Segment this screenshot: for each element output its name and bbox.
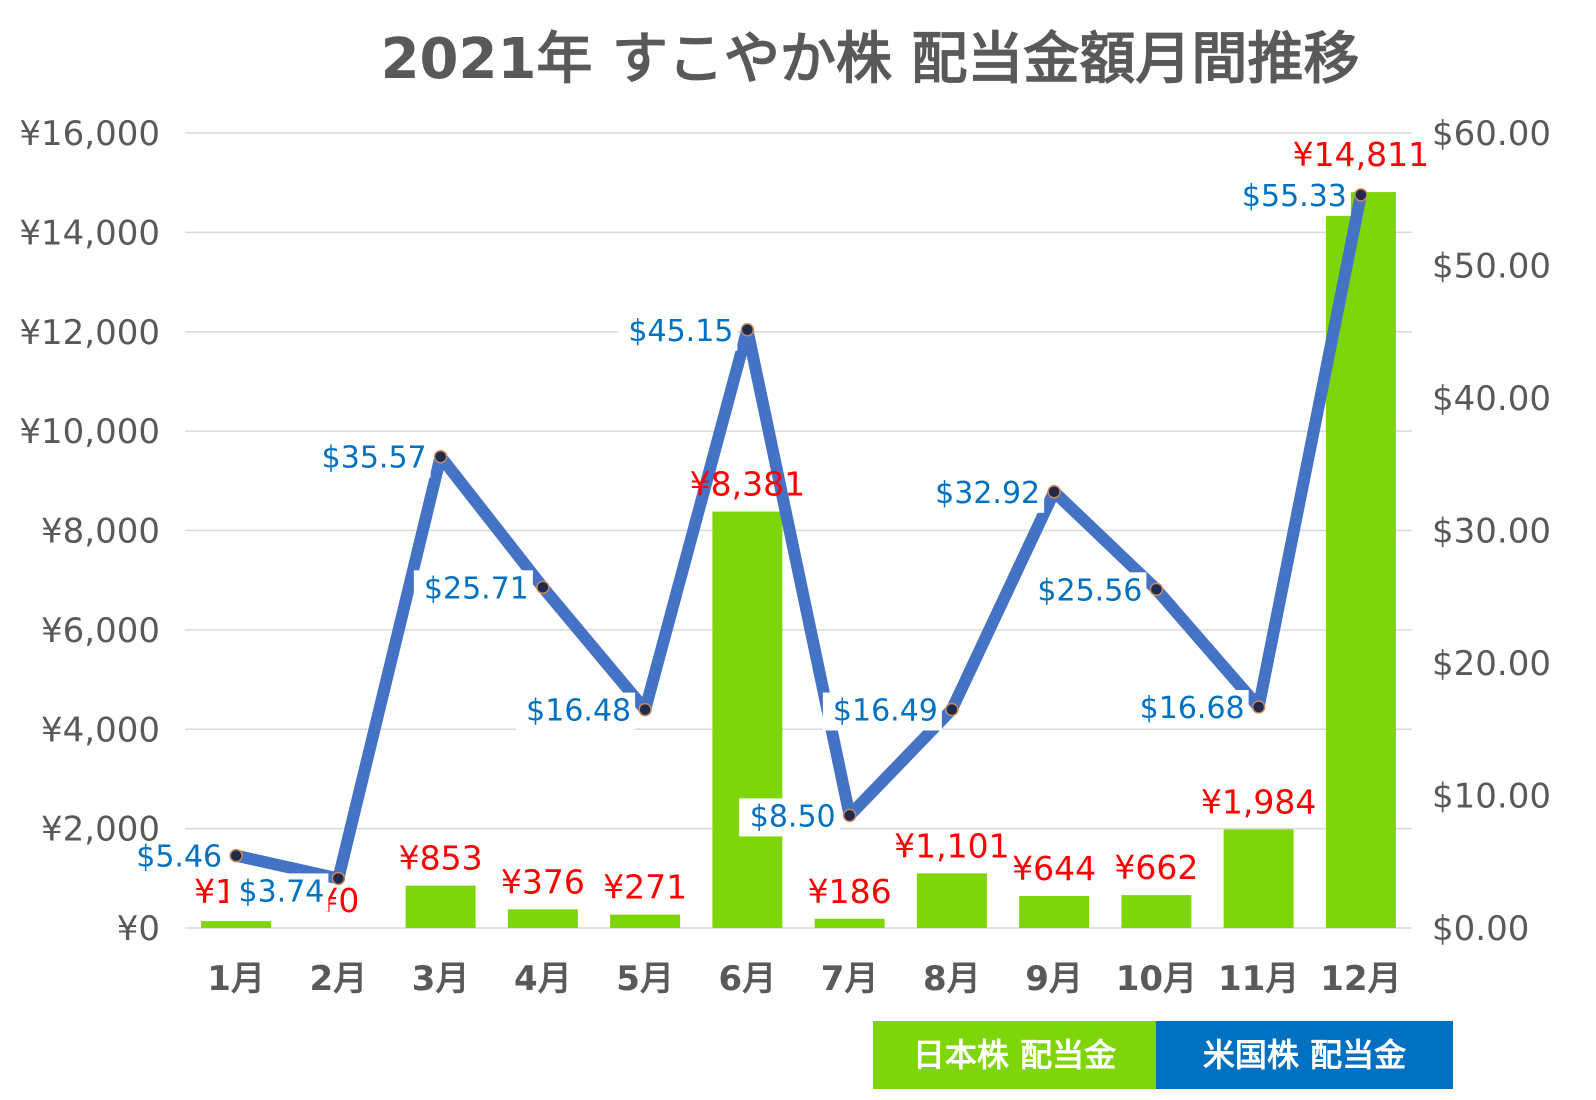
y-left-tick-label: ¥8,000: [41, 512, 160, 552]
x-tick-label: 5月: [616, 959, 674, 999]
x-tick-label: 6月: [719, 959, 777, 999]
usd-label-bg: [413, 570, 533, 609]
usd-data-label: $35.57: [322, 441, 427, 476]
x-tick-label: 4月: [514, 959, 572, 999]
data-labels: ¥139¥0¥853¥376¥271¥8,381¥186¥1,101¥644¥6…: [125, 135, 1429, 920]
usd-label-bg: [125, 838, 227, 877]
us-dividend-line: [230, 188, 1367, 885]
y-right-tick-label: $60.00: [1432, 114, 1551, 154]
x-tick-label: 12月: [1320, 959, 1401, 999]
usd-label-bg: [1231, 177, 1351, 216]
y-left-tick-label: ¥12,000: [19, 313, 160, 353]
y-left-tick-label: ¥14,000: [19, 213, 160, 253]
line-point-9月: [1047, 485, 1061, 499]
legend: 日本株 配当金 米国株 配当金: [873, 1021, 1453, 1089]
legend-swatch-2: [1156, 1021, 1453, 1089]
yen-data-label: ¥853: [399, 839, 483, 878]
usd-data-label: $16.49: [833, 694, 938, 729]
y-left-tick-label: ¥2,000: [41, 810, 160, 850]
y-left-tick-label: ¥6,000: [41, 611, 160, 651]
line-point-7月: [842, 808, 857, 823]
usd-data-label: $5.46: [136, 840, 222, 875]
legend-label-1: 日本株 配当金: [913, 1036, 1117, 1074]
y-right-tick-label: $10.00: [1432, 777, 1551, 817]
x-tick-label: 9月: [1025, 959, 1083, 999]
usd-label-bg: [618, 312, 738, 351]
y-right-tick-label: $50.00: [1432, 247, 1551, 287]
y-left-tick-label: ¥10,000: [19, 412, 160, 452]
yen-data-label: ¥14,811: [1293, 135, 1429, 174]
usd-data-label: $55.33: [1242, 179, 1347, 214]
line-point-11月: [1251, 700, 1266, 714]
yen-data-label: ¥271: [603, 868, 687, 907]
bar-8月: [916, 873, 987, 928]
line-point-5月: [638, 702, 652, 717]
y-right-tick-label: $40.00: [1432, 379, 1551, 419]
usd-label-bg: [227, 873, 329, 912]
chart-title: 2021年 すこやか株 配当金額月間推移: [381, 27, 1360, 92]
bar-6月: [712, 511, 783, 928]
bar-4月: [507, 909, 578, 928]
x-tick-label: 10月: [1116, 959, 1197, 999]
x-tick-label: 1月: [207, 959, 265, 999]
usd-data-label: $16.48: [526, 694, 631, 729]
bar-series-japan: [201, 192, 1396, 928]
yen-data-label: ¥376: [501, 862, 585, 901]
yen-data-label: ¥1,984: [1201, 782, 1316, 821]
x-tick-label: 8月: [923, 959, 981, 999]
bar-1月: [201, 921, 272, 928]
x-tick-label: 2月: [310, 959, 368, 999]
bar-3月: [405, 885, 476, 928]
yen-data-label: ¥186: [808, 872, 892, 911]
line-point-6月: [740, 323, 755, 337]
yen-data-label: ¥644: [1012, 849, 1096, 888]
usd-data-label: $25.56: [1037, 573, 1142, 608]
usd-data-label: $16.68: [1140, 691, 1245, 726]
usd-label-bg: [822, 692, 942, 731]
x-tick-label: 3月: [412, 959, 470, 999]
legend-swatch-1: [873, 1021, 1156, 1089]
usd-data-label: $32.92: [935, 476, 1040, 511]
usd-data-label: $25.71: [424, 571, 529, 606]
usd-label-bg: [516, 692, 636, 731]
line-point-4月: [536, 580, 550, 595]
usd-data-label: $45.15: [628, 314, 733, 349]
line-point-1月: [229, 848, 243, 863]
yen-data-label: ¥8,381: [690, 465, 805, 504]
y-right-tick-label: $20.00: [1432, 644, 1551, 684]
usd-label-bg: [311, 439, 431, 478]
line-point-10月: [1149, 582, 1164, 597]
line-point-8月: [945, 702, 959, 717]
line-series-us: [229, 188, 1368, 886]
bar-10月: [1121, 895, 1192, 928]
usd-data-label: $8.50: [750, 799, 836, 834]
y-left-tick-label: ¥0: [117, 909, 160, 949]
yen-data-label: ¥662: [1114, 848, 1198, 887]
legend-label-2: 米国株 配当金: [1203, 1036, 1407, 1074]
line-point-3月: [433, 449, 448, 464]
bar-9月: [1019, 896, 1090, 928]
x-tick-label: 7月: [821, 959, 879, 999]
y-left-tick-label: ¥4,000: [41, 710, 160, 750]
usd-data-label: $3.74: [238, 874, 324, 909]
x-tick-label: 11月: [1218, 959, 1299, 999]
usd-label-bg: [1027, 572, 1147, 611]
bar-5月: [610, 914, 681, 928]
bar-7月: [814, 918, 885, 928]
axis-ticks: ¥0 ¥2,000 ¥4,000 ¥6,000 ¥8,000 ¥10,000 ¥12,000…: [19, 114, 1551, 999]
y-left-tick-label: ¥16,000: [19, 114, 160, 154]
y-right-tick-label: $0.00: [1432, 909, 1529, 949]
gridlines: [185, 132, 1412, 929]
bar-11月: [1223, 829, 1294, 928]
usd-label-bg: [925, 474, 1045, 513]
usd-label-bg: [739, 798, 840, 837]
yen-data-label: ¥1,101: [894, 826, 1009, 865]
line-point-2月: [331, 871, 346, 886]
line-point-12月: [1354, 188, 1368, 202]
usd-label-bg: [1129, 689, 1249, 728]
y-right-tick-label: $30.00: [1432, 512, 1551, 552]
